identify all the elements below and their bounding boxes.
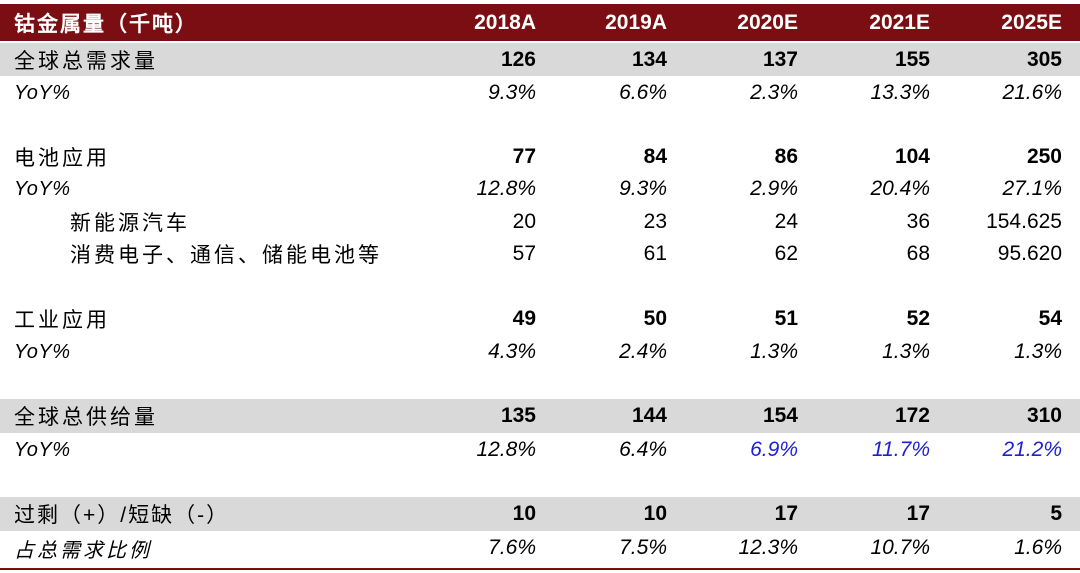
table-row-battery-yoy: YoY% 12.8% 9.3% 2.9% 20.4% 27.1%	[0, 173, 1080, 205]
cell: 54	[1038, 307, 1062, 330]
cell: 95.620	[997, 242, 1062, 265]
table-row-total-supply: 全球总供给量 135 144 154 172 310	[0, 399, 1080, 433]
col-header-2019a: 2019A	[605, 10, 667, 34]
cell: 20.4%	[870, 177, 930, 200]
row-label: YoY%	[14, 177, 71, 200]
table-row-share-of-demand: 占总需求比例 7.6% 7.5% 12.3% 10.7% 1.6%	[0, 532, 1080, 564]
cell: 134	[631, 47, 667, 71]
table-row-surplus-shortage: 过剩（+）/短缺（-） 10 10 17 17 5	[0, 497, 1080, 531]
cell: 12.8%	[476, 177, 536, 200]
cell: 21.2%	[1002, 438, 1062, 461]
cell: 23	[643, 210, 667, 233]
cell: 77	[512, 145, 536, 168]
col-header-2025e: 2025E	[1001, 10, 1062, 34]
cell: 51	[774, 307, 798, 330]
cell: 12.8%	[476, 438, 536, 461]
cell: 27.1%	[1002, 177, 1062, 200]
cell: 13.3%	[870, 81, 930, 104]
header-label: 钴金属量（千吨）	[14, 12, 198, 36]
cell: 310	[1026, 404, 1062, 427]
col-header-2018a: 2018A	[474, 10, 536, 34]
cell: 7.5%	[619, 536, 667, 559]
row-label: YoY%	[14, 81, 71, 104]
row-label: 新能源汽车	[70, 212, 190, 235]
cell: 12.3%	[738, 536, 798, 559]
cell: 10.7%	[870, 536, 930, 559]
cell: 1.3%	[882, 340, 930, 363]
cell: 6.9%	[750, 438, 798, 461]
cell: 154	[762, 404, 798, 427]
cell: 5	[1050, 502, 1062, 525]
cell: 84	[643, 145, 667, 168]
row-label: YoY%	[14, 438, 71, 461]
cell: 36	[906, 210, 930, 233]
col-header-2021e: 2021E	[869, 10, 930, 34]
cell: 1.3%	[1014, 340, 1062, 363]
row-label: 占总需求比例	[14, 539, 152, 562]
cell: 126	[500, 47, 536, 71]
cell: 9.3%	[619, 177, 667, 200]
table-row-total-demand: 全球总需求量 126 134 137 155 305	[0, 43, 1080, 76]
cell: 9.3%	[488, 81, 536, 104]
cell: 155	[894, 47, 930, 71]
cell: 1.6%	[1014, 536, 1062, 559]
row-label: 全球总供给量	[14, 406, 158, 429]
cell: 4.3%	[488, 340, 536, 363]
cell: 17	[774, 502, 798, 525]
cell: 57	[512, 242, 536, 265]
cell: 61	[643, 242, 667, 265]
cell: 86	[774, 145, 798, 168]
row-label: 消费电子、通信、储能电池等	[70, 244, 382, 267]
cell: 6.6%	[619, 81, 667, 104]
col-header-2020e: 2020E	[737, 10, 798, 34]
cell: 135	[500, 404, 536, 427]
cell: 104	[894, 145, 930, 168]
cell: 305	[1026, 47, 1062, 71]
cell: 17	[906, 502, 930, 525]
cell: 2.4%	[619, 340, 667, 363]
cell: 6.4%	[619, 438, 667, 461]
cell: 20	[512, 210, 536, 233]
table-row-consumer-electronics: 消费电子、通信、储能电池等 57 61 62 68 95.620	[0, 238, 1080, 270]
cell: 49	[512, 307, 536, 330]
row-label: 电池应用	[14, 147, 110, 170]
cell: 52	[906, 307, 930, 330]
cell: 2.9%	[750, 177, 798, 200]
cell: 68	[906, 242, 930, 265]
cell: 172	[894, 404, 930, 427]
table-header-row: 钴金属量（千吨） 2018A 2019A 2020E 2021E 2025E	[0, 4, 1080, 41]
cell: 24	[774, 210, 798, 233]
cell: 144	[631, 404, 667, 427]
table-row-demand-yoy: YoY% 9.3% 6.6% 2.3% 13.3% 21.6%	[0, 77, 1080, 109]
cell: 2.3%	[750, 81, 798, 104]
bottom-rule	[0, 568, 1080, 570]
row-label: YoY%	[14, 340, 71, 363]
table-row-industrial: 工业应用 49 50 51 52 54	[0, 303, 1080, 335]
row-label: 全球总需求量	[14, 49, 158, 73]
cell: 137	[762, 47, 798, 71]
cell: 50	[643, 307, 667, 330]
cell: 21.6%	[1002, 81, 1062, 104]
table-row-supply-yoy: YoY% 12.8% 6.4% 6.9% 11.7% 21.2%	[0, 434, 1080, 466]
cell: 62	[774, 242, 798, 265]
cell: 1.3%	[750, 340, 798, 363]
cell: 7.6%	[488, 536, 536, 559]
cell: 154.625	[986, 210, 1062, 233]
table-row-industrial-yoy: YoY% 4.3% 2.4% 1.3% 1.3% 1.3%	[0, 336, 1080, 368]
cell: 11.7%	[872, 438, 930, 461]
row-label: 工业应用	[14, 309, 110, 332]
table-row-nev: 新能源汽车 20 23 24 36 154.625	[0, 206, 1080, 238]
cell: 250	[1026, 145, 1062, 168]
cell: 10	[512, 502, 536, 525]
row-label: 过剩（+）/短缺（-）	[14, 504, 230, 527]
cell: 10	[643, 502, 667, 525]
table-row-battery: 电池应用 77 84 86 104 250	[0, 141, 1080, 173]
